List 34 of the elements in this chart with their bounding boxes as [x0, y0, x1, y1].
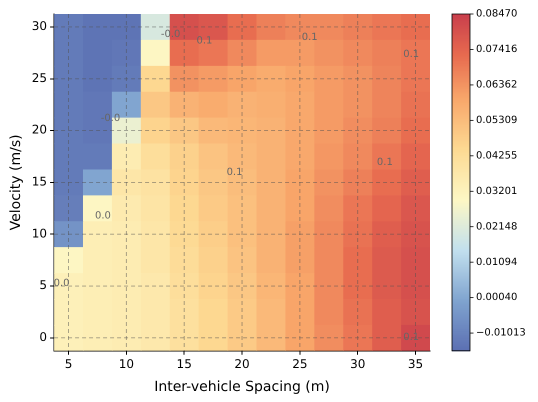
x-tick-label: 20 [234, 357, 250, 372]
y-tick-label: 0 [39, 330, 48, 344]
color-bar-label: 0.08470 [476, 8, 518, 20]
color-bar-label: 0.05309 [476, 114, 518, 126]
y-axis-title: Velocity (m/s) [8, 134, 24, 230]
color-bar-label: 0.01094 [476, 256, 518, 268]
color-bar-label: 0.03201 [476, 186, 518, 197]
color-bar-label: 0.02148 [476, 221, 518, 232]
x-tick-label: 5 [64, 357, 72, 372]
y-tick-label: 10 [32, 226, 48, 240]
annotation: 0.1 [376, 156, 393, 168]
color-bar-label: 0.00040 [476, 292, 518, 304]
x-tick-label: 10 [118, 357, 134, 372]
color-bar-label: 0.04255 [476, 150, 518, 162]
y-tick-label: 15 [32, 174, 48, 189]
color-bar-label: 0.06362 [476, 80, 518, 91]
y-tick-label: 20 [32, 122, 48, 137]
color-bar-label: 0.07416 [476, 44, 518, 56]
color-bar-label: −0.01013 [476, 328, 526, 339]
x-tick-label: 25 [292, 357, 308, 372]
y-tick-label: 30 [32, 19, 48, 34]
x-tick-label: 15 [176, 357, 192, 372]
annotation: 0.0 [54, 278, 70, 290]
y-tick-label: 5 [39, 278, 48, 292]
annotation: 0.0 [94, 210, 111, 222]
x-axis-title: Inter-vehicle Spacing (m) [154, 379, 330, 396]
annotation: 0.1 [302, 32, 318, 44]
x-tick-label: 35 [408, 357, 424, 372]
x-tick-label: 30 [350, 357, 366, 372]
annotation: -0.0 [100, 113, 120, 124]
annotation: 0.1 [226, 166, 242, 178]
annotation: 0.1 [403, 49, 420, 60]
y-tick-label: 25 [32, 70, 48, 85]
annotation: 0.1 [196, 36, 212, 47]
